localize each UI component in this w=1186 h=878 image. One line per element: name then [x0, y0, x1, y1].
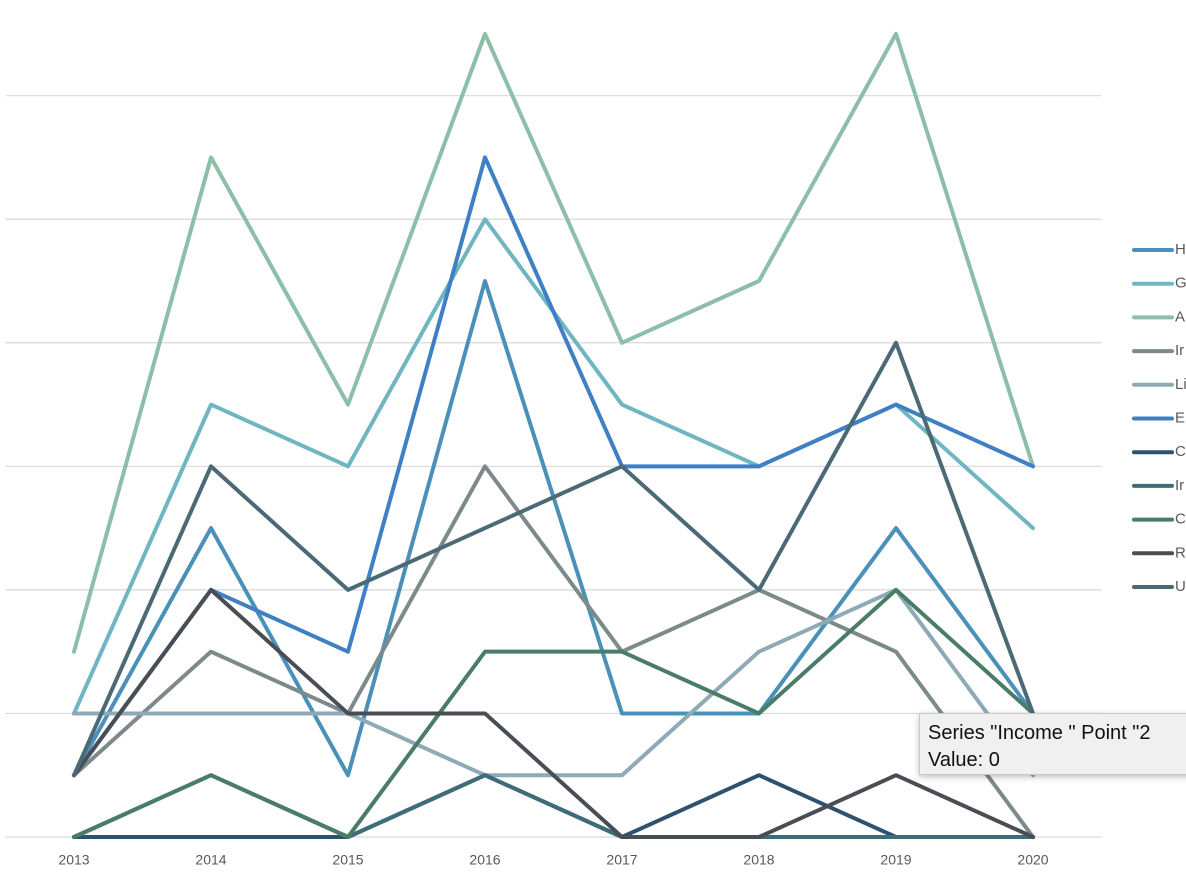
series-line: [72, 340, 1035, 778]
legend-label: Li: [1175, 376, 1186, 393]
legend-label: C: [1175, 511, 1186, 528]
legend-label: H: [1175, 241, 1186, 258]
legend-label: A: [1175, 308, 1185, 325]
x-tick-label: 2019: [880, 852, 911, 868]
series-line: [72, 587, 1035, 778]
legend-label: Ir: [1175, 342, 1184, 359]
series-line: [72, 587, 1035, 839]
tooltip: Series "Income " Point "2 Value: 0: [919, 713, 1186, 775]
x-tick-label: 2017: [606, 852, 637, 868]
tooltip-title: Series "Income " Point "2: [928, 722, 1151, 744]
x-tick-label: 2020: [1017, 852, 1048, 868]
legend-label: R: [1175, 544, 1186, 561]
series-line: [72, 773, 1035, 839]
x-tick-label: 2013: [58, 852, 89, 868]
series-line: [72, 31, 1035, 654]
series-line: [72, 155, 1035, 778]
legend-label: Ir: [1175, 477, 1184, 494]
legend-label: E: [1175, 409, 1185, 426]
tooltip-value: Value: 0: [928, 749, 1000, 771]
x-tick-label: 2015: [332, 852, 363, 868]
x-tick-label: 2014: [195, 852, 226, 868]
x-tick-label: 2016: [469, 852, 500, 868]
legend-label: U: [1175, 578, 1186, 595]
x-tick-label: 2018: [743, 852, 774, 868]
legend-label: G: [1175, 275, 1186, 292]
series-line: [72, 587, 1035, 839]
series-line: [72, 464, 1035, 839]
legend-label: C: [1175, 443, 1186, 460]
